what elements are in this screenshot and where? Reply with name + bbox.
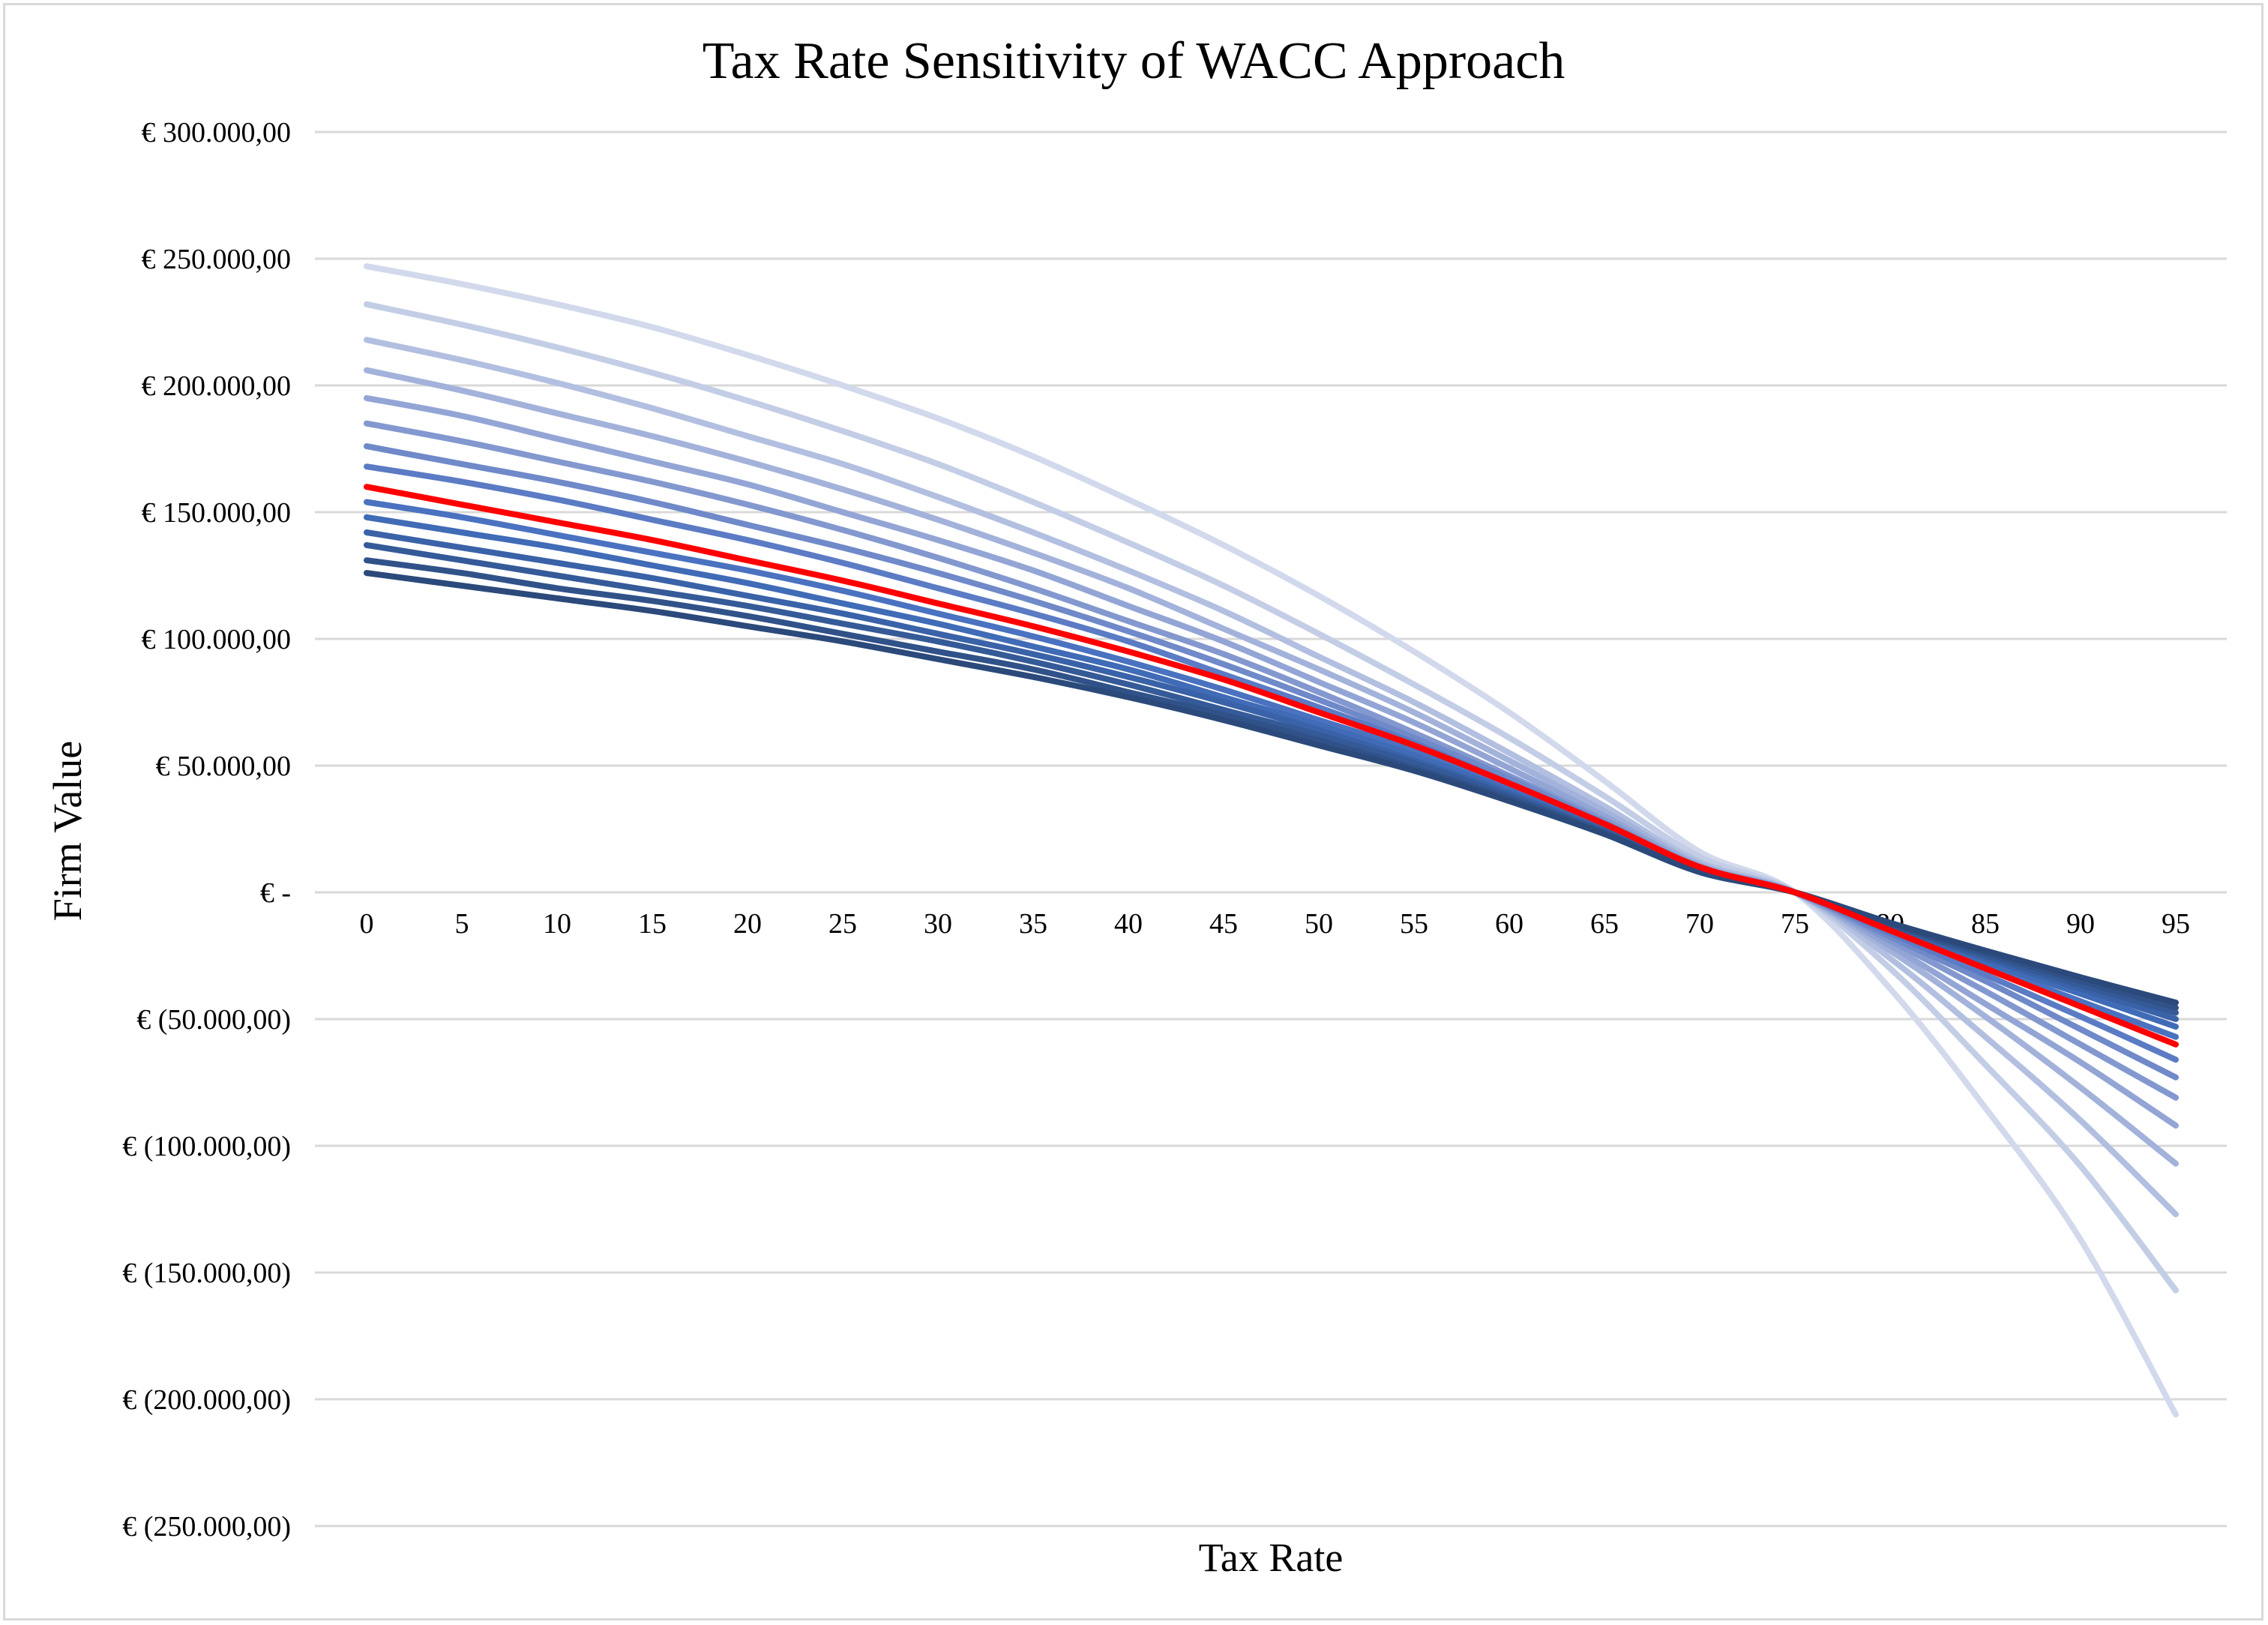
x-tick-label: 55	[1400, 908, 1428, 940]
x-tick-label: 10	[543, 908, 571, 940]
y-tick-label: € (50.000,00)	[136, 1004, 291, 1036]
y-tick-label: € (200.000,00)	[122, 1384, 291, 1416]
series-line-2	[364, 301, 2179, 1294]
x-axis-tick-labels: 0 5 10 15 20 25 30 35 40 45 50 55 60 65 70 75 80 85 90 95	[360, 908, 2191, 940]
gridlines	[315, 130, 2227, 1528]
x-tick-label: 90	[2066, 908, 2095, 940]
series-line-4	[364, 367, 2179, 1167]
x-tick-label: 65	[1590, 908, 1619, 940]
series-line-6	[364, 420, 2179, 1101]
x-tick-label: 95	[2162, 908, 2190, 940]
x-tick-label: 5	[455, 908, 469, 940]
series-line-highlighted	[364, 484, 2179, 1048]
y-tick-label: € 300.000,00	[142, 117, 292, 148]
x-tick-label: 0	[360, 908, 374, 940]
x-tick-label: 75	[1781, 908, 1809, 940]
series-line-3	[364, 337, 2179, 1218]
series-line-15	[364, 570, 2179, 1006]
y-tick-label: € 250.000,00	[142, 244, 292, 275]
y-tick-label: € 100.000,00	[142, 624, 292, 655]
y-tick-label: € 200.000,00	[142, 370, 292, 402]
x-tick-label: 85	[1971, 908, 2000, 940]
y-tick-label: € 50.000,00	[156, 751, 292, 782]
x-tick-label: 25	[828, 908, 857, 940]
x-tick-label: 60	[1495, 908, 1523, 940]
y-tick-label: € (250.000,00)	[122, 1511, 291, 1543]
series-line-1	[364, 263, 2179, 1418]
x-tick-label: 70	[1685, 908, 1714, 940]
y-axis-tick-labels: € 300.000,00 € 250.000,00 € 200.000,00 € 15…	[122, 117, 291, 1543]
series-lines	[364, 263, 2179, 1418]
x-tick-label: 15	[638, 908, 667, 940]
x-tick-label: 30	[924, 908, 952, 940]
chart-title: Tax Rate Sensitivity of WACC Approach	[703, 32, 1565, 90]
y-tick-label: € (150.000,00)	[122, 1258, 291, 1289]
y-tick-label: € -	[260, 877, 291, 909]
x-tick-label: 35	[1019, 908, 1047, 940]
chart-frame	[3, 3, 2264, 1621]
y-axis-label: Firm Value	[45, 741, 90, 922]
series-line-7	[364, 443, 2179, 1081]
x-tick-label: 50	[1305, 908, 1333, 940]
x-tick-label: 40	[1114, 908, 1143, 940]
series-line-5	[364, 394, 2179, 1129]
y-tick-label: € (100.000,00)	[122, 1131, 291, 1162]
y-tick-label: € 150.000,00	[142, 497, 292, 529]
x-tick-label: 45	[1209, 908, 1238, 940]
x-axis-label: Tax Rate	[1199, 1535, 1344, 1580]
x-tick-label: 20	[733, 908, 762, 940]
